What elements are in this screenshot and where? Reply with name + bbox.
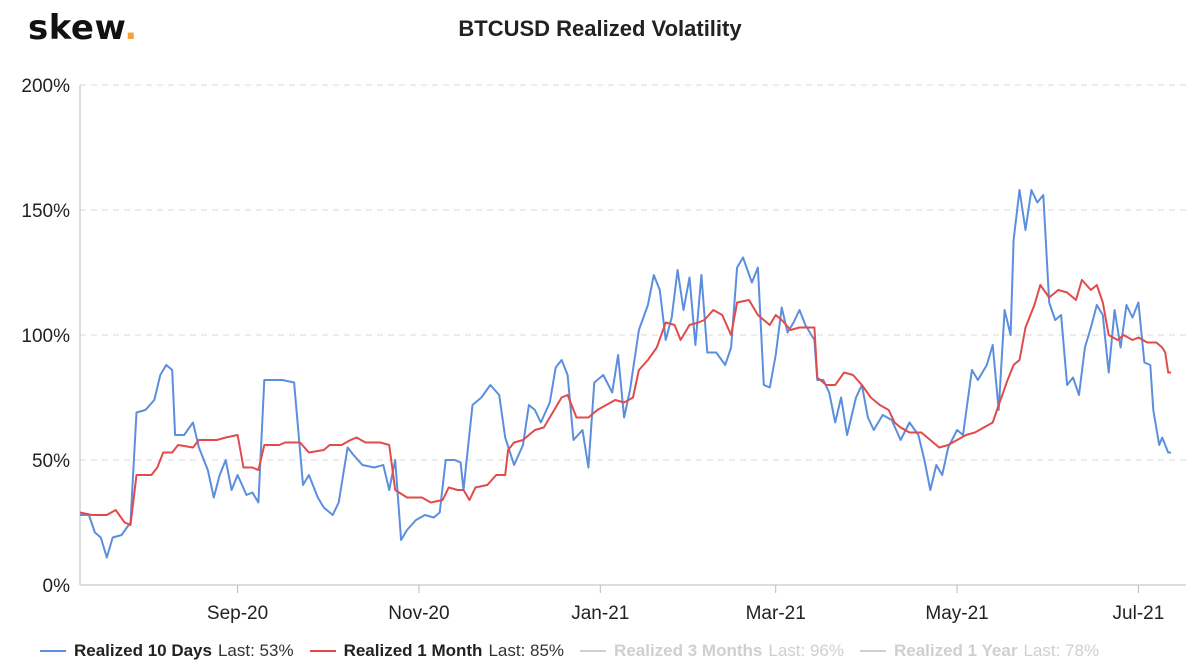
legend-item-realized-1-year[interactable]: Realized 1 Year Last: 78% [859, 641, 1100, 661]
chart-legend: Realized 10 Days Last: 53% Realized 1 Mont… [40, 637, 1115, 665]
legend-swatch [309, 650, 336, 652]
y-tick-label: 150% [21, 201, 70, 222]
legend-swatch [40, 650, 66, 652]
y-tick-label: 200% [21, 76, 70, 97]
legend-swatch [580, 650, 607, 652]
y-tick-label: 50% [32, 451, 70, 472]
legend-last-value: Last: 53% [217, 641, 294, 660]
series-line-realized-1-month [79, 279, 1172, 526]
series-line-realized-10-days [80, 189, 1172, 559]
legend-last-value: Last: 96% [768, 641, 844, 660]
legend-last-value: Last: 85% [488, 641, 565, 660]
x-tick-label: Nov-20 [388, 603, 449, 624]
x-tick-label: May-21 [925, 603, 988, 624]
legend-item-realized-3-months[interactable]: Realized 3 Months Last: 96% [580, 641, 844, 661]
legend-series-name: Realized 1 Month [343, 641, 483, 660]
x-tick-label: Sep-20 [207, 603, 268, 624]
series-lines [79, 189, 1172, 559]
legend-item-realized-10-days[interactable]: Realized 10 Days Last: 53% [40, 641, 294, 661]
legend-last-value: Last: 78% [1023, 641, 1100, 660]
x-tick-label: Jan-21 [571, 603, 629, 624]
legend-series-name: Realized 1 Year [893, 641, 1018, 660]
legend-series-name: Realized 10 Days [74, 641, 212, 660]
axes: 0% 50% 100% 150% 200% Sep-20 Nov-20 Jan-21 Mar-2… [21, 76, 1186, 624]
y-tick-label: 0% [43, 576, 71, 597]
skew-logo: skew. [28, 8, 138, 48]
x-tick-label: Jul-21 [1113, 603, 1165, 624]
grid-lines [80, 84, 1186, 461]
legend-swatch [859, 650, 886, 652]
y-tick-label: 100% [21, 326, 70, 347]
legend-series-name: Realized 3 Months [614, 641, 763, 660]
chart-title: BTCUSD Realized Volatility [458, 16, 742, 41]
legend-item-realized-1-month[interactable]: Realized 1 Month Last: 85% [309, 641, 565, 661]
x-tick-label: Mar-21 [746, 603, 806, 624]
